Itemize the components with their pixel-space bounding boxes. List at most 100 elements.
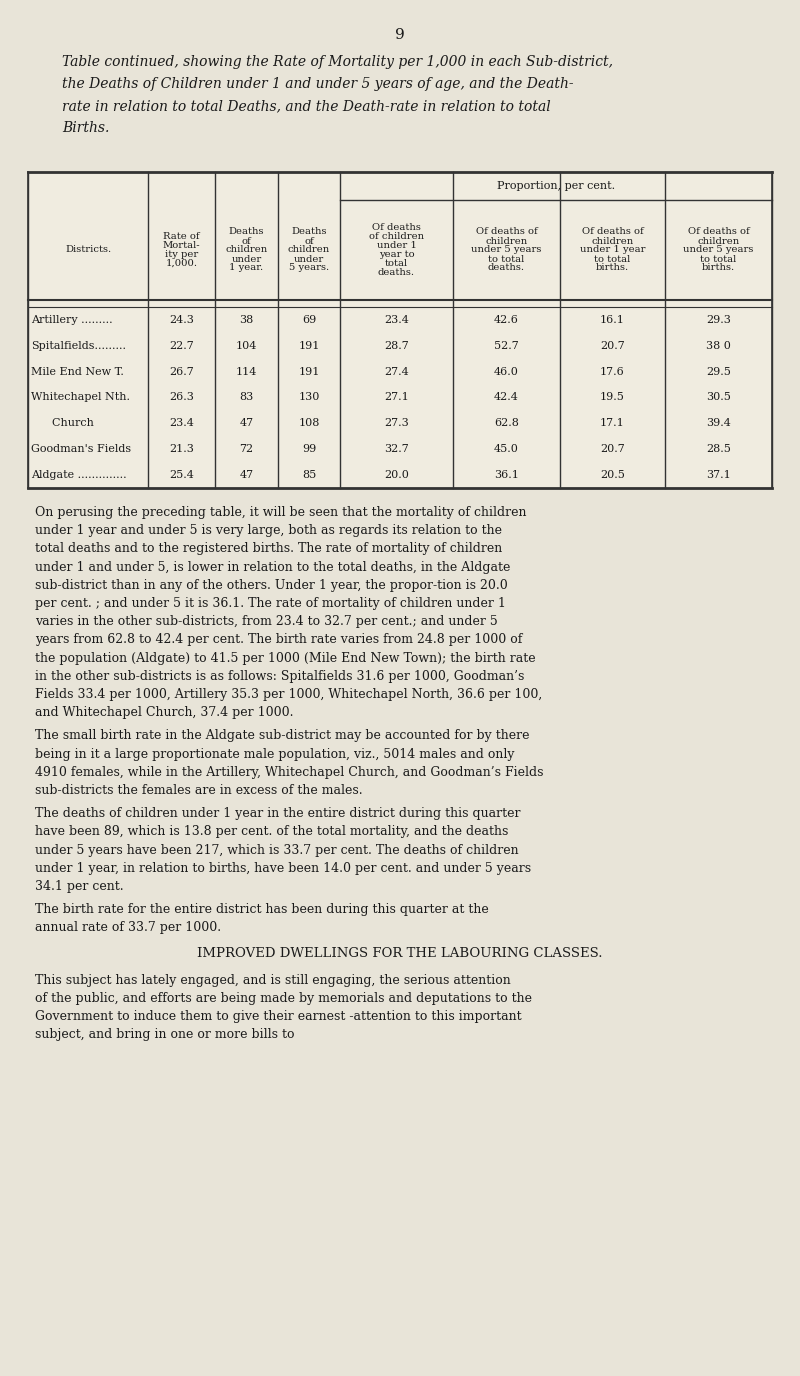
Text: Deaths: Deaths xyxy=(291,227,326,237)
Text: being in it a large proportionate male population, viz., 5014 males and only: being in it a large proportionate male p… xyxy=(35,747,514,761)
Text: 72: 72 xyxy=(239,444,254,454)
Text: Births.: Births. xyxy=(62,121,110,135)
Text: 42.6: 42.6 xyxy=(494,315,519,325)
Text: 24.3: 24.3 xyxy=(169,315,194,325)
Text: Deaths: Deaths xyxy=(229,227,264,237)
Text: 69: 69 xyxy=(302,315,316,325)
Text: under 5 years: under 5 years xyxy=(683,245,754,255)
Text: 108: 108 xyxy=(298,418,320,428)
Text: Districts.: Districts. xyxy=(65,245,111,255)
Text: 20.5: 20.5 xyxy=(600,471,625,480)
Text: 191: 191 xyxy=(298,341,320,351)
Text: 1 year.: 1 year. xyxy=(230,263,263,272)
Text: Proportion, per cent.: Proportion, per cent. xyxy=(497,182,615,191)
Text: 34.1 per cent.: 34.1 per cent. xyxy=(35,881,124,893)
Text: 5 years.: 5 years. xyxy=(289,263,329,272)
Text: 32.7: 32.7 xyxy=(384,444,409,454)
Text: children: children xyxy=(226,245,268,255)
Text: 17.1: 17.1 xyxy=(600,418,625,428)
Text: Government to induce them to give their earnest ‑attention to this important: Government to induce them to give their … xyxy=(35,1010,522,1024)
Text: 23.4: 23.4 xyxy=(384,315,409,325)
Text: the population (Aldgate) to 41.5 per 1000 (Mile End New Town); the birth rate: the population (Aldgate) to 41.5 per 100… xyxy=(35,652,536,665)
Text: This subject has lately engaged, and is still engaging, the serious attention: This subject has lately engaged, and is … xyxy=(35,974,510,987)
Text: 99: 99 xyxy=(302,444,316,454)
Text: children: children xyxy=(698,237,740,245)
Text: years from 62.8 to 42.4 per cent. The birth rate varies from 24.8 per 1000 of: years from 62.8 to 42.4 per cent. The bi… xyxy=(35,633,522,647)
Text: 85: 85 xyxy=(302,471,316,480)
Text: to total: to total xyxy=(700,255,737,263)
Text: to total: to total xyxy=(594,255,630,263)
Text: of: of xyxy=(304,237,314,245)
Text: 52.7: 52.7 xyxy=(494,341,519,351)
Text: of children: of children xyxy=(369,233,424,241)
Text: births.: births. xyxy=(596,263,629,272)
Text: 38: 38 xyxy=(239,315,254,325)
Text: The small birth rate in the Aldgate sub-district may be accounted for by there: The small birth rate in the Aldgate sub-… xyxy=(35,729,530,743)
Text: Church: Church xyxy=(31,418,94,428)
Text: sub-district than in any of the others. Under 1 year, the propor‑tion is 20.0: sub-district than in any of the others. … xyxy=(35,579,508,592)
Text: Of deaths of: Of deaths of xyxy=(476,227,538,237)
Text: 17.6: 17.6 xyxy=(600,366,625,377)
Text: Artillery .........: Artillery ......... xyxy=(31,315,113,325)
Text: 26.3: 26.3 xyxy=(169,392,194,403)
Text: under: under xyxy=(231,255,262,263)
Text: 29.5: 29.5 xyxy=(706,366,731,377)
Text: per cent. ; and under 5 it is 36.1. The rate of mortality of children under 1: per cent. ; and under 5 it is 36.1. The … xyxy=(35,597,506,610)
Text: 191: 191 xyxy=(298,366,320,377)
Text: 30.5: 30.5 xyxy=(706,392,731,403)
Text: 47: 47 xyxy=(239,471,254,480)
Text: 42.4: 42.4 xyxy=(494,392,519,403)
Text: of: of xyxy=(242,237,251,245)
Text: 62.8: 62.8 xyxy=(494,418,519,428)
Text: under 5 years have been 217, which is 33.7 per cent. The deaths of children: under 5 years have been 217, which is 33… xyxy=(35,843,518,857)
Text: varies in the other sub-districts, from 23.4 to 32.7 per cent.; and under 5: varies in the other sub-districts, from … xyxy=(35,615,498,629)
Text: Of deaths of: Of deaths of xyxy=(582,227,643,237)
Text: under 1: under 1 xyxy=(377,241,417,250)
Text: Table continued, showing the Rate of Mortality per 1,000 in each Sub-district,: Table continued, showing the Rate of Mor… xyxy=(62,55,613,69)
Text: to total: to total xyxy=(488,255,525,263)
Text: children: children xyxy=(288,245,330,255)
Text: 26.7: 26.7 xyxy=(169,366,194,377)
Text: Mile End New T.: Mile End New T. xyxy=(31,366,124,377)
Text: 19.5: 19.5 xyxy=(600,392,625,403)
Text: have been 89, which is 13.8 per cent. of the total mortality, and the deaths: have been 89, which is 13.8 per cent. of… xyxy=(35,826,508,838)
Text: IMPROVED DWELLINGS FOR THE LABOURING CLASSES.: IMPROVED DWELLINGS FOR THE LABOURING CLA… xyxy=(198,947,602,959)
Text: 20.0: 20.0 xyxy=(384,471,409,480)
Text: 4910 females, while in the Artillery, Whitechapel Church, and Goodman’s Fields: 4910 females, while in the Artillery, Wh… xyxy=(35,766,543,779)
Text: 114: 114 xyxy=(236,366,257,377)
Text: deaths.: deaths. xyxy=(378,268,415,277)
Text: 23.4: 23.4 xyxy=(169,418,194,428)
Text: 29.3: 29.3 xyxy=(706,315,731,325)
Text: the Deaths of Children under 1 and under 5 years of age, and the Death-: the Deaths of Children under 1 and under… xyxy=(62,77,574,91)
Text: total deaths and to the registered births. The rate of mortality of children: total deaths and to the registered birth… xyxy=(35,542,502,556)
Text: sub-districts the females are in excess of the males.: sub-districts the females are in excess … xyxy=(35,784,362,797)
Text: 1,000.: 1,000. xyxy=(166,259,198,268)
Text: Whitechapel Nth.: Whitechapel Nth. xyxy=(31,392,130,403)
Text: 83: 83 xyxy=(239,392,254,403)
Text: 16.1: 16.1 xyxy=(600,315,625,325)
Text: 104: 104 xyxy=(236,341,257,351)
Text: of the public, and efforts are being made by memorials and deputations to the: of the public, and efforts are being mad… xyxy=(35,992,532,1004)
Text: The birth rate for the entire district has been during this quarter at the: The birth rate for the entire district h… xyxy=(35,903,489,916)
Text: Mortal-: Mortal- xyxy=(162,241,200,250)
Text: under 1 year and under 5 is very large, both as regards its relation to the: under 1 year and under 5 is very large, … xyxy=(35,524,502,537)
Text: 38 0: 38 0 xyxy=(706,341,731,351)
Text: 25.4: 25.4 xyxy=(169,471,194,480)
Text: 22.7: 22.7 xyxy=(169,341,194,351)
Text: Fields 33.4 per 1000, Artillery 35.3 per 1000, Whitechapel North, 36.6 per 100,: Fields 33.4 per 1000, Artillery 35.3 per… xyxy=(35,688,542,700)
Text: under 5 years: under 5 years xyxy=(471,245,542,255)
Text: ity per: ity per xyxy=(165,250,198,259)
Text: On perusing the preceding table, it will be seen that the mortality of children: On perusing the preceding table, it will… xyxy=(35,506,526,519)
Text: children: children xyxy=(486,237,528,245)
Text: Spitalfields.........: Spitalfields......... xyxy=(31,341,126,351)
Text: 27.1: 27.1 xyxy=(384,392,409,403)
Bar xyxy=(28,172,772,488)
Text: under: under xyxy=(294,255,324,263)
Text: The deaths of children under 1 year in the entire district during this quarter: The deaths of children under 1 year in t… xyxy=(35,808,521,820)
Text: under 1 and under 5, is lower in relation to the total deaths, in the Aldgate: under 1 and under 5, is lower in relatio… xyxy=(35,560,510,574)
Text: Rate of: Rate of xyxy=(163,233,200,241)
Text: Aldgate ..............: Aldgate .............. xyxy=(31,471,126,480)
Text: Of deaths of: Of deaths of xyxy=(688,227,750,237)
Text: under 1 year, in relation to births, have been 14.0 per cent. and under 5 years: under 1 year, in relation to births, hav… xyxy=(35,861,531,875)
Text: 45.0: 45.0 xyxy=(494,444,519,454)
